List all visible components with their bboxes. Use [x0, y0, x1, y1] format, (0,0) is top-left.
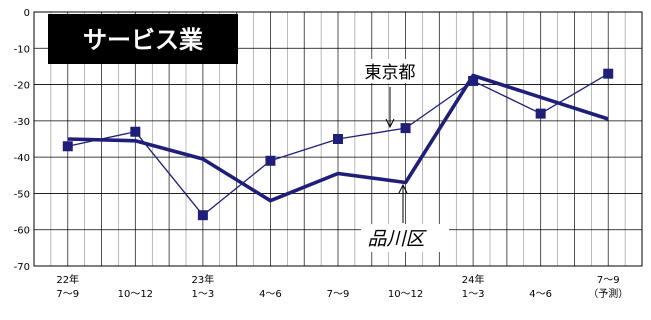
annotation-shinagawa: 品川区	[361, 183, 449, 252]
x-tick-label-period: 7～9	[56, 289, 79, 300]
y-axis: 0 -10 -20 -30 -40 -50 -60 -70	[14, 8, 30, 273]
x-axis: 22年 7～9 10～12 23年 1～3 4～6 7～9 10～12 24年 1～3 4～6 7～9…	[56, 273, 628, 300]
x-tick-label-period: 4～6	[529, 289, 552, 300]
data-point-tokyo	[197, 210, 208, 221]
x-tick-label-period: 10～12	[388, 289, 423, 300]
x-tick-label-period: （予測）	[588, 287, 628, 300]
title-background	[48, 14, 238, 64]
series-layer	[62, 68, 614, 221]
annotation-tokyo-bg	[358, 59, 422, 83]
data-point-tokyo	[62, 141, 73, 152]
x-tick-label-year: 7～9	[597, 275, 620, 286]
x-tick-label-period: 10～12	[118, 289, 153, 300]
data-point-tokyo	[535, 108, 546, 119]
annotation-tokyo-label: 東京都	[365, 63, 416, 83]
annotation-tokyo: 東京都	[358, 59, 422, 129]
x-tick-label-year: 22年	[56, 273, 79, 286]
y-tick-label: -70	[14, 262, 30, 273]
data-point-tokyo	[333, 134, 343, 144]
y-tick-label: -30	[14, 117, 30, 128]
data-point-tokyo	[603, 68, 614, 79]
annotation-tokyo-arrowhead	[385, 118, 395, 129]
data-point-tokyo	[130, 126, 141, 137]
series-line-shinagawa	[67, 73, 609, 203]
annotation-shinagawa-bg	[361, 224, 449, 252]
y-tick-label: -60	[14, 226, 30, 237]
x-tick-label-period: 4～6	[259, 289, 282, 300]
y-tick-label: -10	[14, 44, 30, 55]
annotation-shinagawa-arrowhead	[398, 183, 408, 194]
chart-title: サービス業	[48, 14, 238, 64]
y-tick-label: 0	[24, 8, 30, 19]
x-tick-label-period: 1～3	[192, 289, 215, 300]
x-tick-label-year: 24年	[462, 273, 485, 286]
x-tick-label-year: 23年	[192, 273, 215, 286]
data-point-tokyo	[468, 75, 479, 86]
annotation-shinagawa-label: 品川区	[367, 228, 427, 250]
y-tick-label: -20	[14, 81, 30, 92]
title-text: サービス業	[83, 26, 203, 54]
x-tick-label-period: 7～9	[327, 289, 350, 300]
data-point-tokyo	[400, 123, 411, 134]
data-point-tokyo	[265, 155, 276, 166]
y-tick-label: -50	[14, 189, 30, 200]
y-tick-label: -40	[14, 153, 30, 164]
x-tick-label-period: 1～3	[462, 289, 485, 300]
